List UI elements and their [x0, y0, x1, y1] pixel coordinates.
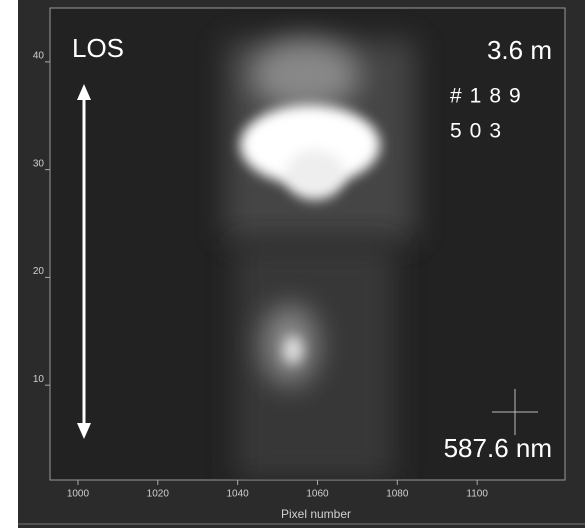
- shot-label-cont: 503: [450, 120, 509, 143]
- distance-label: 3.6 m: [487, 35, 552, 65]
- x-tick-label: 1100: [466, 489, 488, 500]
- los-label: LOS: [72, 33, 124, 63]
- x-tick-label: 1060: [306, 489, 329, 500]
- x-tick-label: 1000: [67, 489, 90, 500]
- image: [225, 40, 415, 480]
- x-tick-label: 1040: [227, 489, 250, 500]
- y-tick-label: 30: [33, 158, 45, 169]
- x-axis-label: Pixel number: [281, 507, 351, 521]
- y-tick-label: 40: [33, 51, 45, 62]
- y-tick-label: 20: [33, 266, 45, 277]
- y-tick-label: 10: [33, 374, 45, 385]
- x-tick-label: 1080: [386, 489, 409, 500]
- los-arrow: [77, 84, 91, 439]
- wavelength-label: 587.6 nm: [444, 433, 552, 463]
- shot-label: #189: [450, 85, 529, 108]
- crosshair: [492, 389, 538, 435]
- x-tick-label: 1020: [147, 489, 170, 500]
